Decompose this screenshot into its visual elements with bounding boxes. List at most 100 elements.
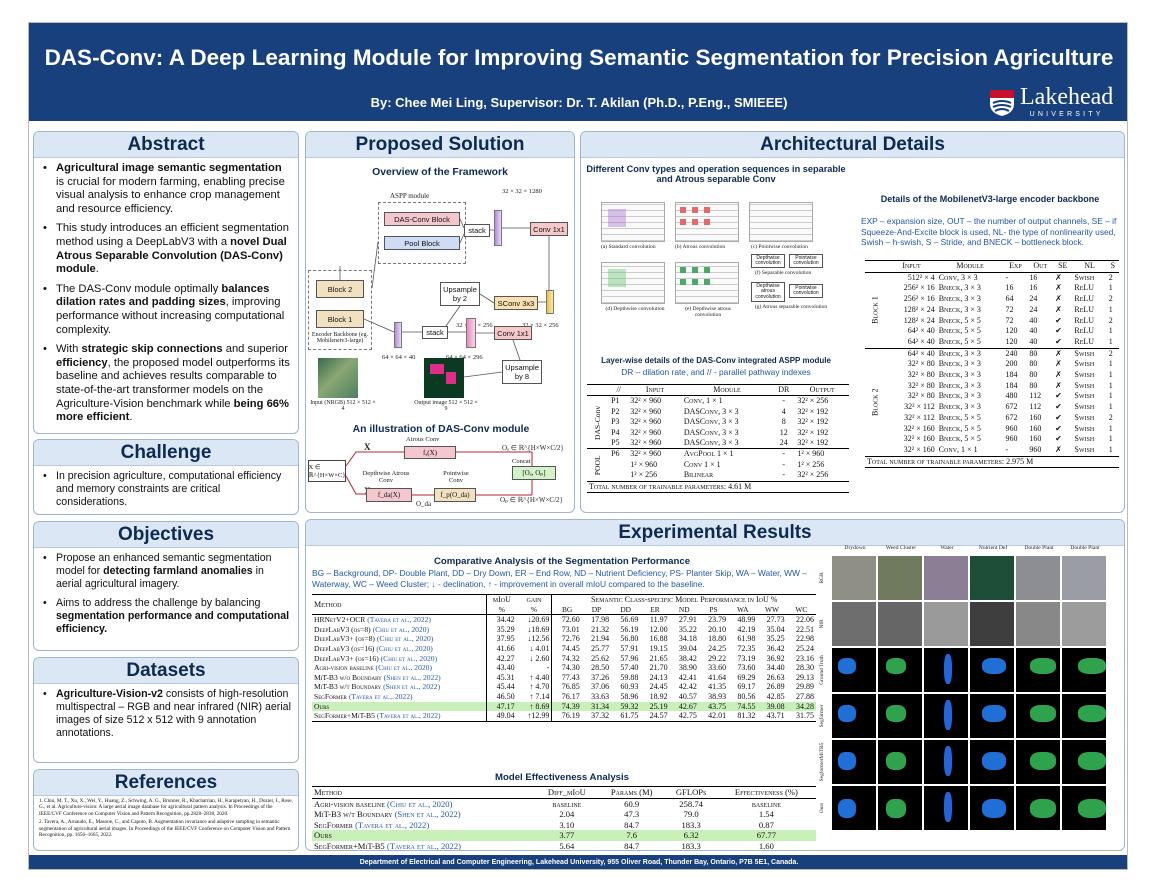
grid-image	[924, 648, 968, 692]
conv-caption: (b) Atrous convolution	[675, 244, 726, 250]
block1: Block 1	[316, 310, 364, 328]
table-cell: 38.93	[708, 691, 727, 701]
conv-grid-a	[601, 202, 665, 242]
table-cell: 32² × 960	[630, 449, 662, 459]
table-row: 32² × 80 Bneck, 3 × 3 200 80 ✗ Swish 1	[865, 359, 1119, 370]
table-cell: 80.56	[737, 691, 756, 701]
method-name: Ours	[314, 830, 332, 841]
conv-caption: (f) Separable convolution	[755, 270, 812, 276]
grid-image	[1016, 694, 1060, 738]
table-cell: 960	[1005, 423, 1018, 433]
table-header: NL	[1084, 261, 1095, 270]
table-cell: 3.10	[559, 819, 575, 830]
table-cell: 64² × 40	[907, 348, 935, 358]
dim-1280: 32 × 32 × 1280	[502, 188, 542, 195]
oa-label: Oₐ ∈ ℝ^{H×W×C/2}	[502, 444, 564, 452]
method-name: SegFormer+MiT-B5	[314, 711, 375, 721]
grid-col-label: Weed Cluster	[885, 545, 917, 551]
table-cell: P3	[611, 417, 620, 427]
table-cell: 3.77	[535, 830, 598, 841]
table-cell: 1	[1108, 370, 1113, 380]
table-cell: baseline	[552, 798, 582, 809]
challenge-list: In precision agriculture, computational …	[34, 466, 298, 509]
op-label: Oₚ ∈ ℝ^{H×W×C/2}	[500, 496, 563, 504]
table-cell: ✗	[1055, 444, 1062, 454]
table-cell: 1	[1108, 434, 1113, 444]
logo-sub: UNIVERSITY	[1029, 111, 1104, 118]
table-cell: 1	[1108, 391, 1113, 401]
table-cell: 31.34	[581, 701, 612, 712]
abstract-bullet: This study introduces an efficient segme…	[42, 222, 292, 276]
table-cell: 160	[1029, 423, 1042, 433]
method-name: DeepLabV3+ (os=16)	[314, 653, 379, 663]
table-cell: Swish	[1074, 402, 1095, 412]
segment-mask	[944, 700, 952, 730]
grid-image	[878, 556, 922, 600]
abstract-bullet: With strategic skip connections and supe…	[42, 343, 292, 425]
method-cell: DeepLabV3+ (os=16) (Chiu et al., 2020)	[312, 654, 487, 664]
table-header: Diff_mIoU	[547, 787, 586, 797]
segment-mask	[886, 705, 906, 722]
footer: Department of Electrical and Computer En…	[29, 855, 1127, 869]
grid-image	[832, 740, 876, 784]
method-name: Agri-vision baseline	[314, 663, 374, 673]
table-cell: ↓20.69	[527, 615, 550, 625]
grid-image	[878, 740, 922, 784]
table-header: Module	[956, 261, 984, 270]
method-cell: DeepLabV3 (os=8) (Chiu et al., 2020)	[312, 625, 487, 635]
segment-mask	[1030, 752, 1056, 770]
output-label: Output image 512 × 512 × 9	[414, 400, 478, 412]
table-cell: 84.7	[624, 819, 640, 830]
table-footer-row: Total number of trainable parameters: 2.…	[865, 456, 1119, 468]
table-cell: 64	[1005, 294, 1014, 304]
upsample8-block: Upsample by 8	[502, 360, 542, 384]
table-header: Input	[902, 261, 921, 270]
datasets-section: Datasets Agriculture-Vision-v2 consists …	[33, 657, 299, 763]
table-cell: 1	[1108, 402, 1113, 412]
table-cell: 18.80	[708, 634, 727, 644]
grid-image	[1062, 648, 1106, 692]
atrous-label: Atrous Conv	[406, 436, 440, 443]
abstract-list: Agricultural image semantic segmentation…	[34, 158, 298, 425]
table-cell: 56.69	[620, 615, 639, 625]
table-cell: 11.97	[649, 615, 668, 625]
table-cell: P5	[611, 438, 620, 448]
table-row: 256² × 16 Bneck, 3 × 3 64 24 ✗ ReLU 2	[865, 294, 1119, 305]
arch-heading: Architectural Details	[581, 132, 1124, 158]
table-cell: 20.10	[708, 624, 727, 634]
table-cell: 74.32	[551, 653, 582, 664]
segment-mask	[838, 752, 856, 770]
table-cell: 43.40	[486, 663, 517, 673]
table-cell: Bneck, 5 × 5	[938, 434, 981, 444]
table-cell: 76.85	[551, 682, 582, 692]
table-cell: Bneck, 3 × 3	[938, 380, 981, 390]
group-label: Block 2	[870, 388, 880, 416]
segment-mask	[886, 752, 906, 770]
conv-caption: (d) Depthwise convolution	[605, 306, 665, 312]
group-label: DAS-Conv	[592, 405, 602, 440]
table-header: WC	[795, 604, 808, 614]
table-cell: 25.24	[796, 643, 814, 653]
segment-mask	[982, 705, 1006, 722]
architectural-details-section: Architectural Details Different Conv typ…	[580, 131, 1125, 513]
table-cell: AvgPool 1 × 1	[683, 449, 734, 459]
grid-image	[832, 786, 876, 830]
segment-mask	[1030, 799, 1056, 818]
grid-image	[832, 556, 876, 600]
table-cell: 57.96	[620, 653, 639, 663]
table-cell: 42.67	[669, 701, 699, 712]
table-cell: 18.92	[649, 691, 668, 701]
table-header: Module	[713, 385, 741, 394]
table-cell: 79.0	[683, 809, 699, 820]
references-heading: References	[34, 770, 298, 796]
table-cell: 32² × 256	[797, 396, 829, 406]
table-cell: 4	[781, 406, 786, 416]
feature-map	[494, 210, 502, 246]
table-cell: 22.06	[796, 615, 814, 625]
comp-title: Comparative Analysis of the Segmentation…	[433, 556, 691, 567]
table-header: WW	[765, 604, 779, 614]
abstract-heading: Abstract	[34, 132, 298, 158]
table-cell: 16.88	[649, 634, 668, 644]
table-cell: 76.17	[551, 691, 582, 702]
table-cell: 24	[779, 438, 788, 448]
